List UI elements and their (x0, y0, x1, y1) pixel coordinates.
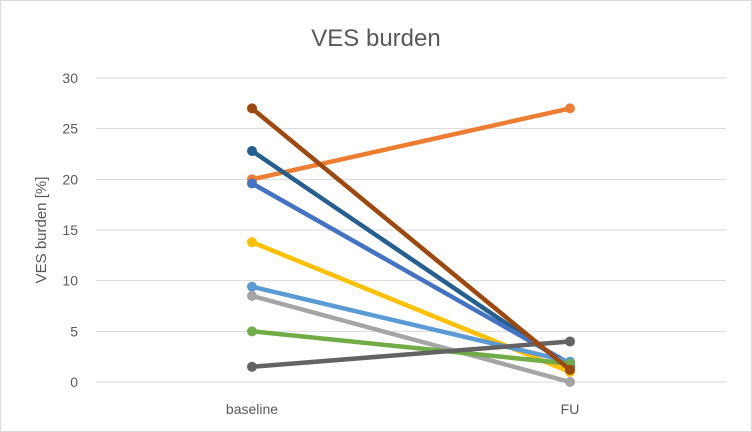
data-point (247, 178, 257, 189)
data-point (565, 336, 575, 347)
y-tick-label: 15 (62, 222, 78, 238)
y-tick-label: 20 (62, 171, 78, 187)
chart-title: VES burden (311, 25, 440, 52)
data-point (565, 364, 575, 375)
x-axis-ticks: baseline FU (226, 401, 579, 417)
series-line (249, 106, 573, 373)
data-point (247, 281, 257, 292)
series-7 (247, 336, 575, 372)
series-line (249, 284, 573, 364)
y-tick-label: 30 (62, 70, 78, 86)
series-line (249, 106, 573, 182)
series-group (247, 103, 575, 387)
y-tick-label: 5 (70, 323, 78, 339)
data-point (247, 290, 257, 301)
data-point (565, 103, 575, 114)
data-point (247, 361, 257, 372)
data-point (247, 103, 257, 114)
y-axis-ticks: 0 5 10 15 20 25 30 (62, 70, 78, 390)
y-tick-label: 10 (62, 273, 78, 289)
y-axis-label: VES burden [%] (33, 177, 50, 284)
data-point (247, 326, 257, 337)
y-tick-label: 0 (70, 374, 78, 390)
x-tick-label: FU (561, 401, 580, 417)
series-8 (247, 103, 575, 375)
series-line (249, 148, 573, 370)
series-line (249, 181, 573, 367)
data-point (565, 377, 575, 387)
series-line (249, 339, 573, 370)
series-5 (247, 290, 575, 387)
gridlines (96, 77, 726, 383)
data-point (247, 145, 257, 156)
series-line (249, 329, 573, 367)
y-tick-label: 25 (62, 121, 78, 137)
data-point (247, 237, 257, 248)
series-line (249, 293, 573, 385)
x-tick-label: baseline (226, 401, 278, 417)
